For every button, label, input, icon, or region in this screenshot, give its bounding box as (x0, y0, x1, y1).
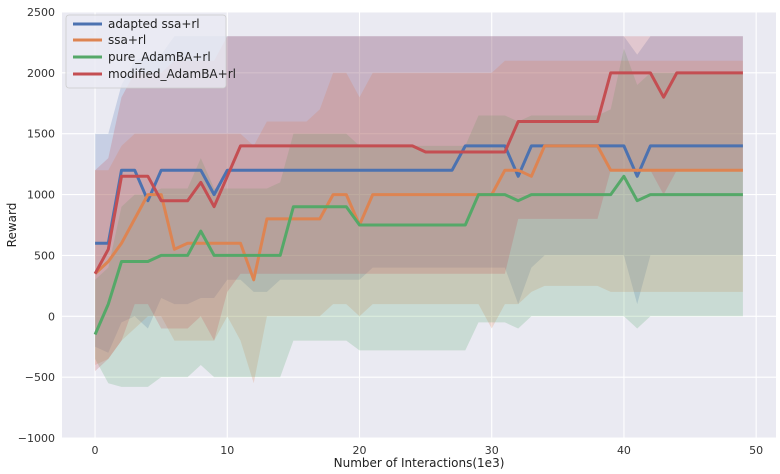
x-tick-label: 0 (92, 444, 99, 457)
legend-label-adapted-ssa-rl: adapted ssa+rl (108, 17, 200, 31)
y-tick-label: 0 (48, 310, 55, 323)
x-tick-label: 10 (220, 444, 234, 457)
x-tick-label: 20 (353, 444, 367, 457)
x-tick-labels: 0 10 20 30 40 50 (92, 444, 764, 457)
y-axis-label: Reward (5, 203, 19, 248)
y-tick-labels: −1000 −500 0 500 1000 1500 2000 2500 (18, 6, 55, 445)
y-tick-label: 2500 (27, 6, 55, 19)
y-tick-label: 1500 (27, 128, 55, 141)
band-pure-adamba-rl (95, 48, 743, 387)
x-axis-label: Number of Interactions(1e3) (334, 456, 505, 470)
band-ssa-rl (95, 60, 743, 384)
legend-label-ssa-rl: ssa+rl (108, 33, 146, 47)
series-lines (93, 71, 743, 336)
legend-label-modified-adamba-rl: modified_AdamBA+rl (108, 67, 236, 81)
y-tick-label: 1000 (27, 189, 55, 202)
y-tick-label: −1000 (18, 432, 55, 445)
line-ssa-rl (94, 144, 743, 282)
x-tick-label: 40 (617, 444, 631, 457)
y-tick-label: 2000 (27, 67, 55, 80)
y-tick-label: −500 (25, 371, 55, 384)
legend-label-pure-adamba-rl: pure_AdamBA+rl (108, 50, 211, 64)
line-modified-adamba-rl (93, 71, 743, 275)
y-tick-label: 500 (34, 249, 55, 262)
legend-box (65, 14, 227, 89)
legend: adapted ssa+rl ssa+rl pure_AdamBA+rl mod… (65, 14, 236, 89)
x-tick-label: 50 (749, 444, 763, 457)
x-tick-label: 30 (485, 444, 499, 457)
line-pure-adamba-rl (93, 174, 743, 336)
